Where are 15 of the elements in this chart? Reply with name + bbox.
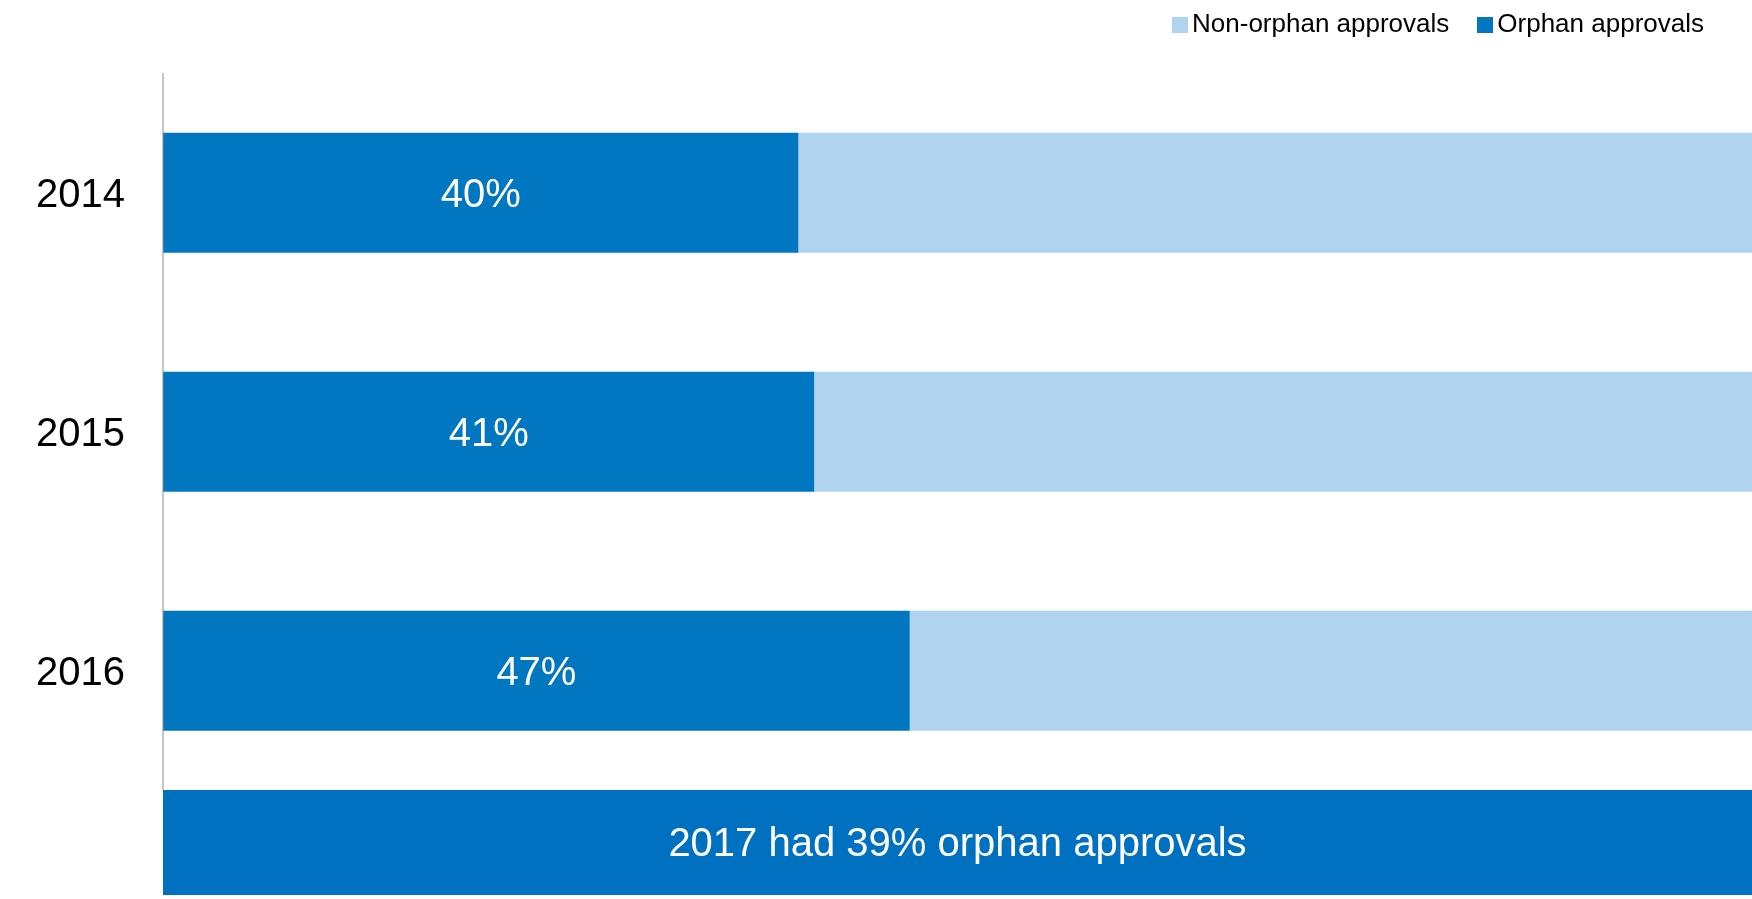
y-tick-label: 2014: [36, 170, 125, 215]
data-label: 41%: [448, 409, 529, 454]
bar: [163, 371, 815, 492]
bar: [163, 132, 799, 253]
legend-label: Non-orphan approvals: [1192, 8, 1450, 38]
text: 2017 had 39% orphan approvals: [163, 790, 1752, 895]
y-tick-label: 2016: [36, 648, 125, 693]
data-label: 47%: [496, 648, 577, 693]
data-label: 40%: [440, 170, 521, 215]
bar: [909, 610, 1752, 731]
bar: [163, 610, 910, 731]
bar: [814, 371, 1752, 492]
y-tick-label: 2015: [36, 409, 125, 454]
bar: [798, 132, 1752, 253]
legend-label: Orphan approvals: [1497, 8, 1704, 38]
